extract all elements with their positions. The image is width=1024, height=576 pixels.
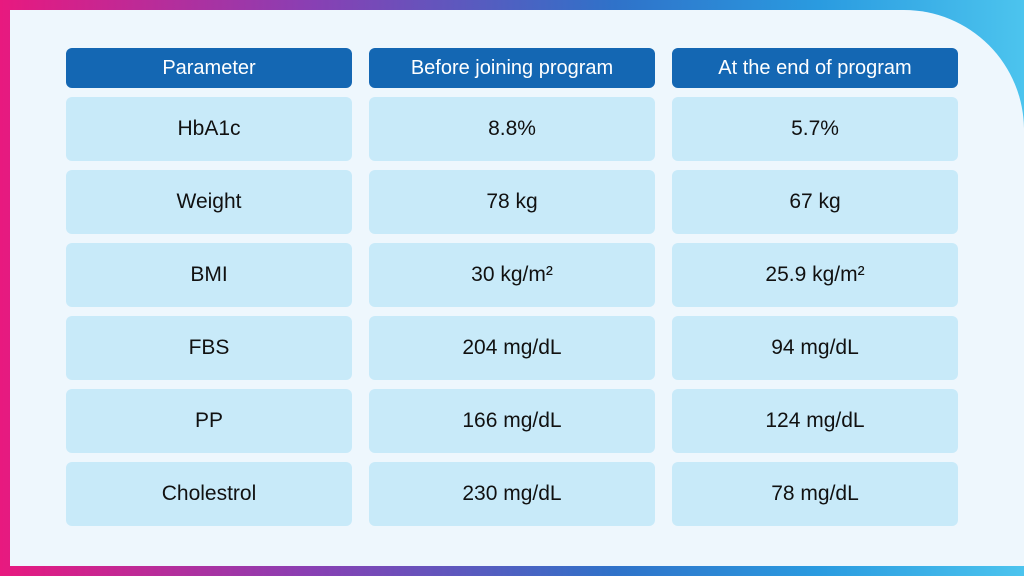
cell-parameter-fbs: FBS (66, 316, 352, 380)
cell-before-bmi: 30 kg/m² (369, 243, 655, 307)
cell-before-fbs: 204 mg/dL (369, 316, 655, 380)
cell-before-pp: 166 mg/dL (369, 389, 655, 453)
cell-after-cholestrol: 78 mg/dL (672, 462, 958, 526)
cell-parameter-weight: Weight (66, 170, 352, 234)
cell-after-pp: 124 mg/dL (672, 389, 958, 453)
header-before: Before joining program (369, 48, 655, 88)
cell-after-fbs: 94 mg/dL (672, 316, 958, 380)
cell-before-cholestrol: 230 mg/dL (369, 462, 655, 526)
header-parameter: Parameter (66, 48, 352, 88)
cell-after-hba1c: 5.7% (672, 97, 958, 161)
cell-parameter-hba1c: HbA1c (66, 97, 352, 161)
cell-parameter-pp: PP (66, 389, 352, 453)
cell-parameter-bmi: BMI (66, 243, 352, 307)
comparison-table: Parameter Before joining program At the … (66, 48, 958, 535)
cell-after-weight: 67 kg (672, 170, 958, 234)
cell-before-hba1c: 8.8% (369, 97, 655, 161)
cell-parameter-cholestrol: Cholestrol (66, 462, 352, 526)
cell-before-weight: 78 kg (369, 170, 655, 234)
cell-after-bmi: 25.9 kg/m² (672, 243, 958, 307)
header-after: At the end of program (672, 48, 958, 88)
